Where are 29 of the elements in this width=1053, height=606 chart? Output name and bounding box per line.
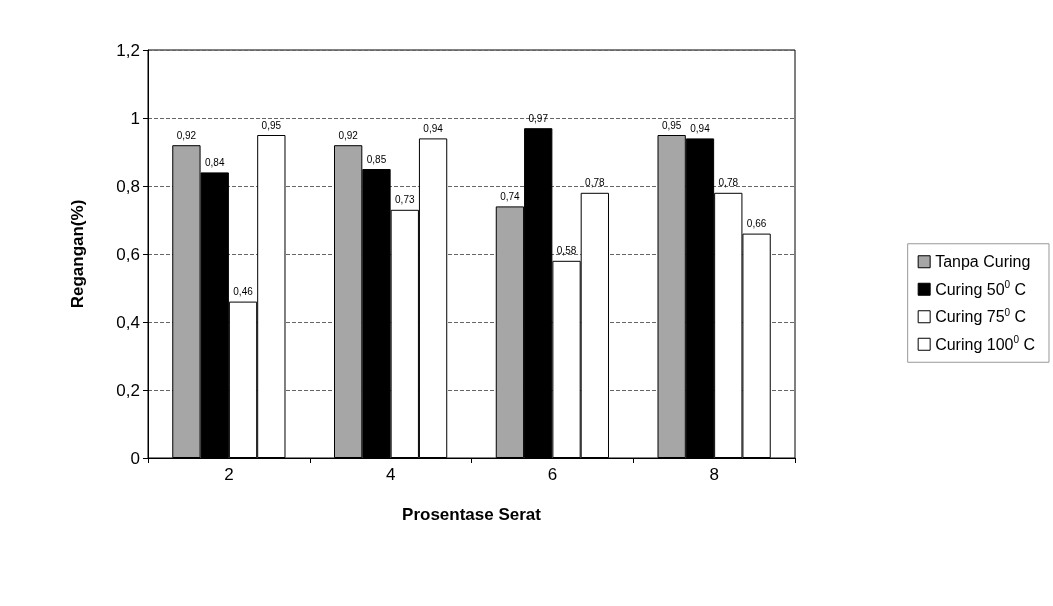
- y-axis-title: Regangan(%): [68, 199, 87, 309]
- data-label: 0,92: [176, 129, 197, 141]
- data-label: 0,78: [585, 177, 605, 189]
- y-tick-label: 1,2: [116, 40, 140, 60]
- legend-label: Tanpa Curing: [935, 253, 1031, 271]
- data-label: 0,46: [233, 286, 254, 298]
- data-label: 0,58: [556, 245, 577, 257]
- x-axis-title: Prosentase Serat: [402, 505, 542, 524]
- data-label: 0,95: [661, 119, 682, 131]
- y-tick-label: 0,6: [116, 244, 140, 264]
- y-tick-label: 0,8: [116, 176, 140, 196]
- data-label: 0,84: [204, 156, 225, 168]
- data-label: 0,94: [423, 122, 444, 134]
- y-tick-label: 1: [130, 108, 140, 128]
- data-label: 0,92: [338, 129, 359, 141]
- x-tick-label: 2: [224, 465, 234, 484]
- data-label: 0,73: [395, 194, 415, 206]
- data-label: 0,78: [718, 177, 739, 189]
- y-tick-label: 0,2: [116, 380, 140, 400]
- y-tick-label: 0: [130, 448, 140, 468]
- data-label: 0,95: [261, 119, 282, 131]
- x-tick-label: 8: [709, 465, 719, 484]
- x-tick-label: 4: [385, 465, 396, 484]
- data-label: 0,85: [366, 153, 387, 165]
- data-label: 0,74: [500, 190, 521, 202]
- data-label: 0,94: [690, 122, 711, 134]
- y-tick-label: 0,4: [116, 312, 140, 332]
- x-tick-label: 6: [547, 465, 558, 484]
- data-label: 0,66: [746, 218, 767, 230]
